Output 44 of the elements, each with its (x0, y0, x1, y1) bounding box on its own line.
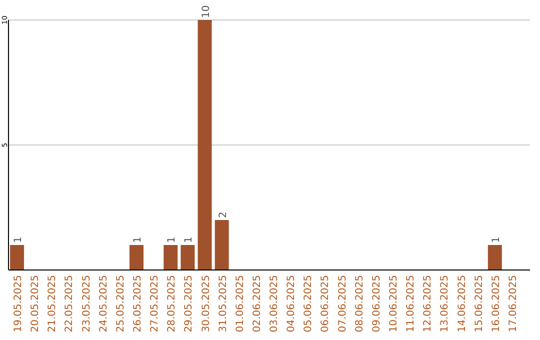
x-tick-label: 06.06.2025 (320, 275, 332, 332)
bar (130, 245, 144, 270)
x-tick-label: 23.05.2025 (81, 275, 92, 332)
x-tick-label: 07.06.2025 (337, 275, 348, 332)
x-tick-label: 27.05.2025 (150, 275, 161, 332)
x-tick-label: 12.06.2025 (422, 275, 434, 332)
bar (488, 245, 502, 270)
x-tick-label: 13.06.2025 (440, 275, 451, 332)
bar (198, 20, 212, 270)
x-tick-label: 17.06.2025 (508, 275, 519, 332)
x-tick-label: 03.06.2025 (269, 275, 280, 332)
data-label: 1 (166, 236, 178, 243)
x-tick-label: 24.05.2025 (98, 275, 110, 332)
data-label: 10 (200, 5, 212, 18)
bar (10, 245, 24, 270)
x-tick-label: 05.06.2025 (303, 275, 314, 332)
x-tick-label: 09.06.2025 (371, 275, 382, 332)
data-label: 1 (132, 236, 144, 243)
data-label: 2 (218, 212, 229, 218)
data-label: 1 (490, 236, 502, 243)
x-tick-label: 29.05.2025 (184, 275, 195, 332)
x-tick-label: 28.05.2025 (166, 275, 178, 332)
data-label: 1 (184, 236, 195, 243)
x-tick-label: 08.06.2025 (354, 275, 366, 332)
x-tick-label: 02.06.2025 (252, 275, 263, 332)
x-tick-label: 04.06.2025 (286, 275, 298, 332)
bar (180, 245, 195, 270)
x-tick-label: 22.05.2025 (64, 275, 76, 332)
data-label: 1 (13, 236, 24, 243)
x-tick-label: 01.06.2025 (234, 275, 246, 332)
x-tick-label: 11.06.2025 (406, 275, 417, 332)
x-tick-label: 26.05.2025 (132, 275, 144, 332)
x-tick-label: 30.05.2025 (200, 275, 212, 332)
x-tick-label: 16.06.2025 (490, 275, 502, 332)
x-tick-label: 10.06.2025 (388, 275, 400, 332)
x-tick-label: 19.05.2025 (13, 275, 24, 332)
x-tick-label: 21.05.2025 (47, 275, 58, 332)
x-tick-label: 20.05.2025 (30, 275, 42, 332)
bar (214, 220, 229, 270)
x-tick-label: 25.05.2025 (115, 275, 126, 332)
x-tick-label: 14.06.2025 (456, 275, 468, 332)
x-tick-label: 31.05.2025 (218, 275, 229, 332)
bar (164, 245, 178, 270)
x-tick-label: 15.06.2025 (474, 275, 485, 332)
